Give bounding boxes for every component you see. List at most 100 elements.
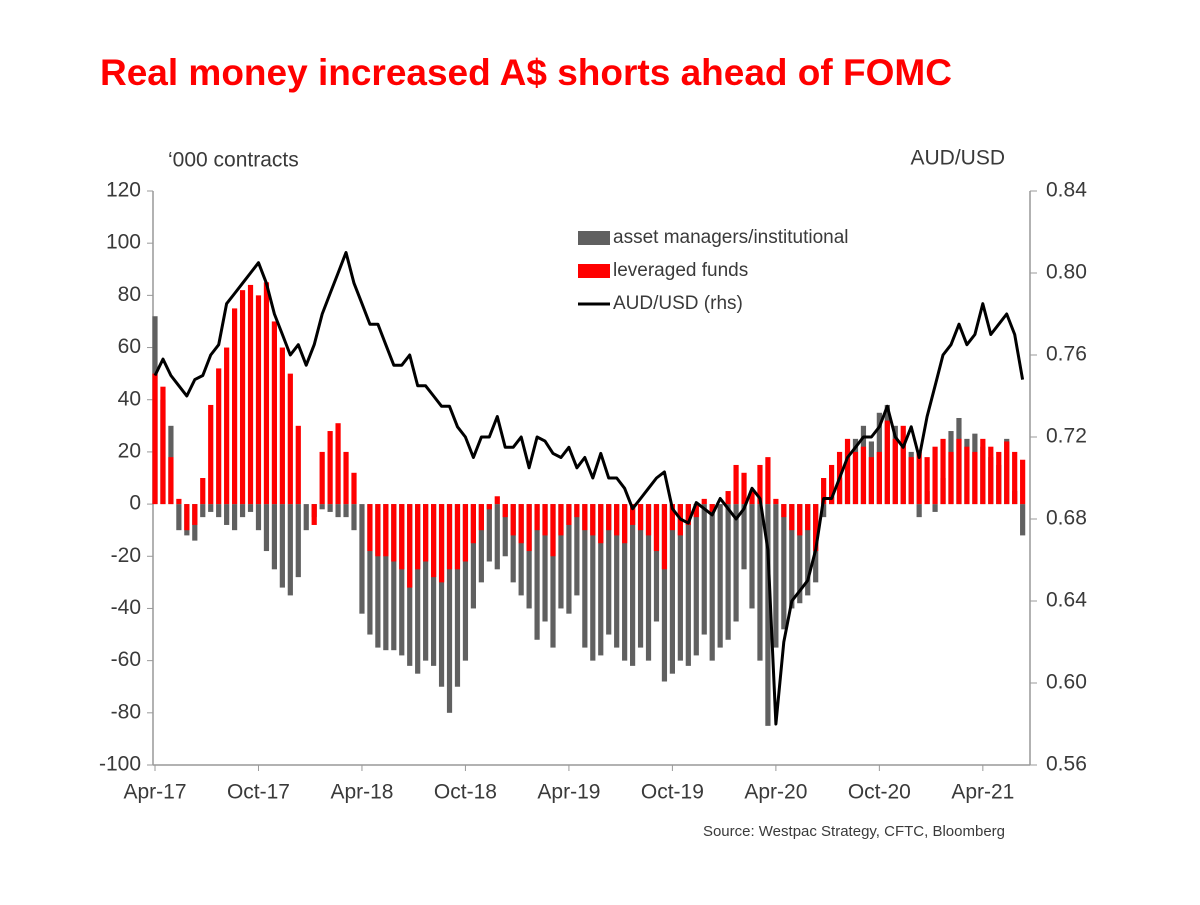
bar xyxy=(590,504,596,661)
bar xyxy=(606,504,612,635)
bar xyxy=(749,491,755,505)
bar xyxy=(733,504,739,622)
y-tick-label: 60 xyxy=(118,335,141,358)
bar xyxy=(860,446,867,505)
bar xyxy=(423,504,429,661)
bar xyxy=(343,504,349,518)
bar xyxy=(446,504,453,713)
bar xyxy=(224,504,230,525)
bar xyxy=(693,504,699,518)
bar xyxy=(247,504,254,512)
bar xyxy=(757,464,763,505)
bar xyxy=(351,472,357,505)
bar xyxy=(1020,504,1026,536)
bar xyxy=(399,504,405,570)
bar xyxy=(431,504,437,578)
y-tick-label: 0 xyxy=(129,492,141,515)
y-tick-label: 20 xyxy=(118,439,141,462)
legend-label: AUD/USD (rhs) xyxy=(613,293,743,314)
bar xyxy=(407,504,413,588)
bar xyxy=(216,368,222,505)
bar xyxy=(685,504,691,525)
bar xyxy=(781,504,787,518)
bar xyxy=(335,423,341,505)
bar xyxy=(327,431,333,505)
line xyxy=(153,251,1025,726)
bar xyxy=(462,504,469,562)
x-tick-label: Oct-20 xyxy=(848,781,911,804)
x-tick-label: Apr-21 xyxy=(951,781,1014,804)
x-tick-label: Apr-20 xyxy=(744,781,807,804)
bar xyxy=(399,504,405,656)
bar xyxy=(574,504,580,596)
bar xyxy=(319,451,325,505)
bar xyxy=(295,504,301,578)
bar xyxy=(526,504,532,552)
bar xyxy=(526,504,532,609)
bar xyxy=(598,504,604,656)
bar xyxy=(160,386,166,505)
bar xyxy=(239,504,246,518)
bar xyxy=(868,457,874,505)
bar xyxy=(208,404,214,505)
bar xyxy=(534,504,540,531)
bar xyxy=(789,504,795,609)
y2-tick-label: 0.56 xyxy=(1046,753,1087,776)
bar xyxy=(749,504,755,609)
bar xyxy=(168,457,174,505)
legend-label: leveraged funds xyxy=(613,260,748,281)
bar xyxy=(271,321,277,505)
bar xyxy=(454,504,461,570)
bar xyxy=(502,504,508,518)
bar xyxy=(956,438,962,505)
bar xyxy=(677,504,683,661)
y-tick-label: -60 xyxy=(111,648,141,671)
x-tick-label: Oct-17 xyxy=(227,781,290,804)
bar xyxy=(908,457,914,505)
bar xyxy=(645,504,652,536)
y2-tick-label: 0.80 xyxy=(1046,261,1087,284)
bar xyxy=(263,282,270,505)
bar xyxy=(311,504,317,525)
bar xyxy=(789,504,795,531)
chart-title: Real money increased A$ shorts ahead of … xyxy=(100,52,952,93)
bar xyxy=(717,504,723,648)
bar xyxy=(423,504,429,562)
bar xyxy=(1012,451,1018,505)
y-tick-label: 120 xyxy=(106,179,141,202)
bar xyxy=(582,504,588,648)
bar xyxy=(781,504,787,630)
bar xyxy=(279,347,285,505)
y2-tick-label: 0.68 xyxy=(1046,507,1087,530)
bar xyxy=(1020,459,1026,505)
y2-tick-label: 0.84 xyxy=(1046,179,1087,202)
bar xyxy=(263,504,270,552)
legend-swatch xyxy=(578,231,610,245)
bar xyxy=(701,498,707,505)
bar xyxy=(924,457,930,505)
bar xyxy=(391,504,397,562)
y-tick-label: -80 xyxy=(111,700,141,723)
bar xyxy=(645,504,652,661)
bar xyxy=(494,504,500,570)
bar xyxy=(900,425,906,505)
bar xyxy=(335,504,341,518)
bar xyxy=(805,504,811,596)
bar xyxy=(932,446,938,505)
bar xyxy=(821,478,827,505)
bar xyxy=(239,290,246,505)
bar xyxy=(208,504,214,512)
bar xyxy=(550,504,556,648)
x-tick-label: Oct-19 xyxy=(641,781,704,804)
bar xyxy=(470,504,476,609)
bar xyxy=(438,504,445,583)
y-tick-label: -100 xyxy=(99,753,141,776)
bar xyxy=(765,504,771,726)
bar xyxy=(295,425,301,505)
bar xyxy=(661,504,668,570)
bar xyxy=(948,451,954,505)
bar xyxy=(287,373,293,505)
bar xyxy=(876,451,882,505)
bar xyxy=(287,504,293,596)
